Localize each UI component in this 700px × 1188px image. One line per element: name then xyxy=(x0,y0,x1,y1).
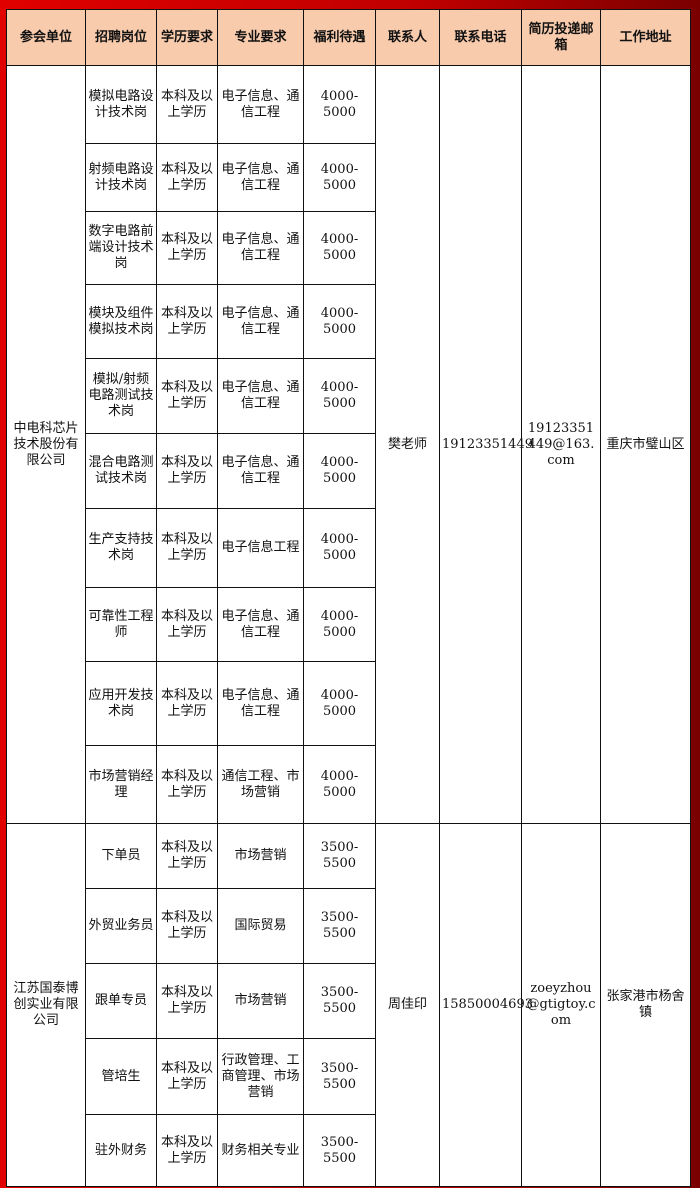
salary: 3500-5500 xyxy=(303,963,376,1039)
table-row: 模块及组件模拟技术岗 本科及以上学历 电子信息、通信工程 4000-5000 xyxy=(7,284,691,359)
education-requirement: 本科及以上学历 xyxy=(156,65,218,144)
job-title: 应用开发技术岗 xyxy=(85,661,157,746)
major-requirement: 财务相关专业 xyxy=(217,1114,304,1187)
major-requirement: 电子信息、通信工程 xyxy=(217,661,304,746)
education-requirement: 本科及以上学历 xyxy=(156,433,218,509)
major-requirement: 国际贸易 xyxy=(217,888,304,964)
education-requirement: 本科及以上学历 xyxy=(156,963,218,1039)
major-requirement: 市场营销 xyxy=(217,963,304,1039)
major-requirement: 市场营销 xyxy=(217,823,304,889)
education-requirement: 本科及以上学历 xyxy=(156,211,218,285)
company-name: 中电科芯片技术股份有限公司 xyxy=(6,65,86,824)
work-address: 重庆市璧山区 xyxy=(600,65,691,824)
header-email: 简历投递邮箱 xyxy=(521,9,601,66)
job-title: 市场营销经理 xyxy=(85,745,157,824)
major-requirement: 电子信息、通信工程 xyxy=(217,587,304,662)
salary: 3500-5500 xyxy=(303,1038,376,1115)
table-row: 管培生 本科及以上学历 行政管理、工商管理、市场营销 3500-5500 xyxy=(7,1038,691,1115)
salary: 4000-5000 xyxy=(303,508,376,588)
table-row: 跟单专员 本科及以上学历 市场营销 3500-5500 xyxy=(7,963,691,1039)
job-title: 可靠性工程师 xyxy=(85,587,157,662)
salary: 4000-5000 xyxy=(303,433,376,509)
header-company: 参会单位 xyxy=(6,9,86,66)
contact-phone: 19123351449 xyxy=(439,65,533,824)
education-requirement: 本科及以上学历 xyxy=(156,1114,218,1187)
job-title: 驻外财务 xyxy=(85,1114,157,1187)
job-title: 跟单专员 xyxy=(85,963,157,1039)
job-title: 管培生 xyxy=(85,1038,157,1115)
major-requirement: 电子信息、通信工程 xyxy=(217,358,304,434)
education-requirement: 本科及以上学历 xyxy=(156,284,218,359)
major-requirement: 电子信息、通信工程 xyxy=(217,65,304,144)
job-title: 射频电路设计技术岗 xyxy=(85,143,157,212)
major-requirement: 电子信息、通信工程 xyxy=(217,433,304,509)
table-row: 外贸业务员 本科及以上学历 国际贸易 3500-5500 xyxy=(7,888,691,964)
header-major: 专业要求 xyxy=(217,9,304,66)
resume-email: zoeyzhou@gtigtoy.com xyxy=(521,823,601,1187)
contact-person: 周佳印 xyxy=(375,823,440,1187)
major-requirement: 电子信息、通信工程 xyxy=(217,284,304,359)
table-row: 江苏国泰博创实业有限公司 下单员 本科及以上学历 市场营销 3500-5500 周佳印 15… xyxy=(6,823,691,1187)
major-requirement: 行政管理、工商管理、市场营销 xyxy=(217,1038,304,1115)
header-salary: 福利待遇 xyxy=(303,9,376,66)
header-row: 参会单位 招聘岗位 学历要求 专业要求 福利待遇 联系人 联系电话 简历投递邮箱 工作地址 xyxy=(6,9,691,66)
education-requirement: 本科及以上学历 xyxy=(156,745,218,824)
salary: 4000-5000 xyxy=(303,284,376,359)
header-position: 招聘岗位 xyxy=(85,9,157,66)
resume-email: 19123351449@163.com xyxy=(521,65,601,824)
education-requirement: 本科及以上学历 xyxy=(156,508,218,588)
header-address: 工作地址 xyxy=(600,9,691,66)
company-name: 江苏国泰博创实业有限公司 xyxy=(6,823,86,1187)
table-row: 应用开发技术岗 本科及以上学历 电子信息、通信工程 4000-5000 xyxy=(7,661,691,746)
job-fair-table: 参会单位 招聘岗位 学历要求 专业要求 福利待遇 联系人 联系电话 简历投递邮箱 工作地址 中电… xyxy=(6,9,691,1187)
table-row: 混合电路测试技术岗 本科及以上学历 电子信息、通信工程 4000-5000 xyxy=(7,433,691,509)
education-requirement: 本科及以上学历 xyxy=(156,1038,218,1115)
salary: 4000-5000 xyxy=(303,65,376,144)
header-contact: 联系人 xyxy=(375,9,440,66)
salary: 4000-5000 xyxy=(303,745,376,824)
job-title: 下单员 xyxy=(85,823,157,889)
table-row: 生产支持技术岗 本科及以上学历 电子信息工程 4000-5000 xyxy=(7,508,691,588)
table-row: 驻外财务 本科及以上学历 财务相关专业 3500-5500 xyxy=(7,1114,691,1187)
job-title: 数字电路前端设计技术岗 xyxy=(85,211,157,285)
major-requirement: 电子信息、通信工程 xyxy=(217,211,304,285)
education-requirement: 本科及以上学历 xyxy=(156,823,218,889)
table-row: 中电科芯片技术股份有限公司 模拟电路设计技术岗 本科及以上学历 电子信息、通信工程 40… xyxy=(6,65,691,824)
salary: 4000-5000 xyxy=(303,143,376,212)
table-row: 数字电路前端设计技术岗 本科及以上学历 电子信息、通信工程 4000-5000 xyxy=(7,211,691,285)
major-requirement: 电子信息工程 xyxy=(217,508,304,588)
job-title: 生产支持技术岗 xyxy=(85,508,157,588)
job-title: 模块及组件模拟技术岗 xyxy=(85,284,157,359)
job-title: 模拟电路设计技术岗 xyxy=(85,65,157,144)
education-requirement: 本科及以上学历 xyxy=(156,888,218,964)
salary: 4000-5000 xyxy=(303,661,376,746)
salary: 4000-5000 xyxy=(303,358,376,434)
table-row: 可靠性工程师 本科及以上学历 电子信息、通信工程 4000-5000 xyxy=(7,587,691,662)
work-address: 张家港市杨舍镇 xyxy=(600,823,691,1187)
salary: 4000-5000 xyxy=(303,587,376,662)
education-requirement: 本科及以上学历 xyxy=(156,143,218,212)
salary: 3500-5500 xyxy=(303,1114,376,1187)
job-title: 外贸业务员 xyxy=(85,888,157,964)
salary: 3500-5500 xyxy=(303,823,376,889)
education-requirement: 本科及以上学历 xyxy=(156,587,218,662)
header-education: 学历要求 xyxy=(156,9,218,66)
table-row: 射频电路设计技术岗 本科及以上学历 电子信息、通信工程 4000-5000 xyxy=(7,143,691,212)
header-phone: 联系电话 xyxy=(439,9,522,66)
major-requirement: 电子信息、通信工程 xyxy=(217,143,304,212)
contact-phone: 15850004693 xyxy=(439,823,533,1187)
salary: 4000-5000 xyxy=(303,211,376,285)
job-title: 混合电路测试技术岗 xyxy=(85,433,157,509)
job-title: 模拟/射频电路测试技术岗 xyxy=(85,358,157,434)
contact-person: 樊老师 xyxy=(375,65,440,824)
salary: 3500-5500 xyxy=(303,888,376,964)
education-requirement: 本科及以上学历 xyxy=(156,358,218,434)
education-requirement: 本科及以上学历 xyxy=(156,661,218,746)
major-requirement: 通信工程、市场营销 xyxy=(217,745,304,824)
